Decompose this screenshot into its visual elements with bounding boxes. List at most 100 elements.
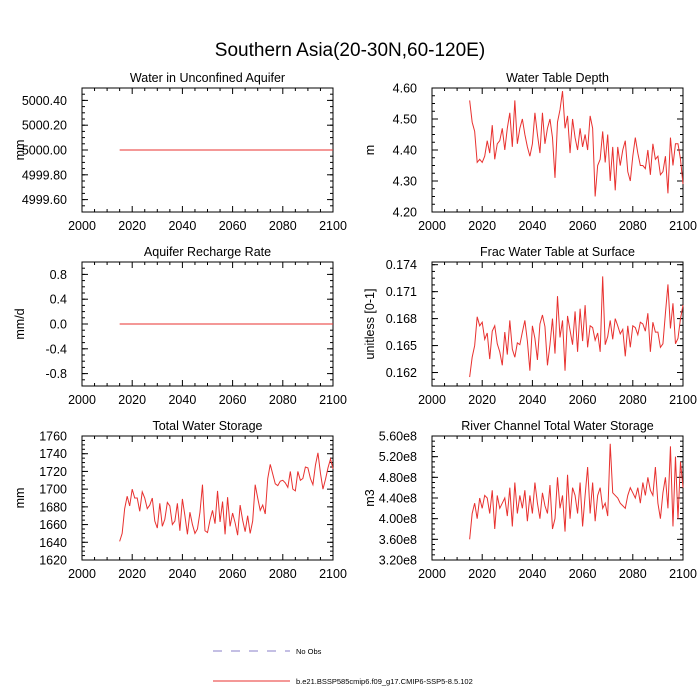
y-axis-label: mm/d xyxy=(13,308,27,339)
y-tick-label: 4999.60 xyxy=(22,193,67,207)
x-tick-label: 2080 xyxy=(619,219,647,233)
panel-title: Water Table Depth xyxy=(506,71,609,85)
x-tick-label: 2060 xyxy=(219,219,247,233)
y-tick-label: 3.20e8 xyxy=(379,554,417,568)
panel-5: Total Water Storage mm 2000 2020 2040 2060 208… xyxy=(13,419,347,581)
panel-title: River Channel Total Water Storage xyxy=(461,419,654,433)
panel-1: Water in Unconfined Aquifer mm 2000 2020 204… xyxy=(13,71,347,233)
y-tick-label: 0.0 xyxy=(50,318,67,332)
legend-series-label: b.e21.BSSP585cmip6.f09_g17.CMIP6-SSP5-8.… xyxy=(296,677,473,686)
x-tick-label: 2080 xyxy=(269,393,297,407)
panel-title: Water in Unconfined Aquifer xyxy=(130,71,285,85)
y-tick-label: 4.30 xyxy=(393,175,417,189)
y-tick-label: 5.60e8 xyxy=(379,430,417,444)
x-tick-label: 2020 xyxy=(468,567,496,581)
y-tick-label: 4.60 xyxy=(393,82,417,96)
x-tick-label: 2100 xyxy=(319,567,347,581)
x-tick-label: 2060 xyxy=(569,393,597,407)
x-tick-label: 2080 xyxy=(269,219,297,233)
panel-title: Frac Water Table at Surface xyxy=(480,245,635,259)
x-tick-label: 2100 xyxy=(669,393,697,407)
y-tick-label: 4.20 xyxy=(393,206,417,220)
y-tick-label: 0.171 xyxy=(386,285,417,299)
figure-title: Southern Asia(20-30N,60-120E) xyxy=(215,40,485,61)
plot-frame xyxy=(431,435,684,561)
x-tick-label: 2040 xyxy=(168,393,196,407)
legend: No Obs b.e21.BSSP585cmip6.f09_g17.CMIP6-… xyxy=(213,647,473,686)
x-tick-label: 2020 xyxy=(468,219,496,233)
y-axis-label: unitless [0-1] xyxy=(363,289,377,360)
y-axis-label: m3 xyxy=(363,489,377,506)
panel-2: Water Table Depth m 2000 2020 2040 2060 2080 21… xyxy=(363,71,697,233)
plot-frame xyxy=(431,261,684,387)
y-tick-label: 0.174 xyxy=(386,258,417,272)
panel-3: Aquifer Recharge Rate mm/d 2000 2020 2040 206… xyxy=(13,245,347,407)
y-tick-label: 0.168 xyxy=(386,312,417,326)
y-axis-label: m xyxy=(363,145,377,155)
legend-no-obs-label: No Obs xyxy=(296,647,322,656)
x-tick-label: 2060 xyxy=(569,219,597,233)
x-tick-label: 2080 xyxy=(619,567,647,581)
y-tick-label: -0.8 xyxy=(45,367,67,381)
y-tick-label: 5000.20 xyxy=(22,119,67,133)
x-tick-label: 2080 xyxy=(619,393,647,407)
x-tick-label: 2000 xyxy=(68,393,96,407)
y-tick-label: 0.8 xyxy=(50,268,67,282)
y-tick-label: 1680 xyxy=(39,500,67,514)
x-tick-label: 2000 xyxy=(418,219,446,233)
x-tick-label: 2000 xyxy=(68,219,96,233)
y-tick-label: 0.162 xyxy=(386,366,417,380)
panels-container: Water in Unconfined Aquifer mm 2000 2020 204… xyxy=(13,71,697,581)
x-tick-label: 2100 xyxy=(669,567,697,581)
y-axis-label: mm xyxy=(13,488,27,509)
y-tick-label: 4.50 xyxy=(393,113,417,127)
panel-title: Total Water Storage xyxy=(152,419,262,433)
x-tick-label: 2000 xyxy=(68,567,96,581)
series-line xyxy=(469,276,684,378)
panel-4: Frac Water Table at Surface unitless [0-1… xyxy=(363,245,697,407)
x-tick-label: 2060 xyxy=(569,567,597,581)
y-tick-label: 1620 xyxy=(39,554,67,568)
y-tick-label: 4.40e8 xyxy=(379,492,417,506)
x-tick-label: 2100 xyxy=(319,219,347,233)
y-tick-label: 5000.40 xyxy=(22,94,67,108)
panel-title: Aquifer Recharge Rate xyxy=(144,245,271,259)
x-tick-label: 2060 xyxy=(219,393,247,407)
x-tick-label: 2040 xyxy=(168,219,196,233)
y-tick-label: 1740 xyxy=(39,447,67,461)
y-tick-label: 5.20e8 xyxy=(379,450,417,464)
x-tick-label: 2100 xyxy=(319,393,347,407)
plot-frame xyxy=(431,87,684,213)
x-tick-label: 2040 xyxy=(518,567,546,581)
x-tick-label: 2040 xyxy=(518,393,546,407)
y-tick-label: 1760 xyxy=(39,430,67,444)
y-axis-label: mm xyxy=(13,140,27,161)
y-tick-label: 1660 xyxy=(39,518,67,532)
y-tick-label: 1720 xyxy=(39,465,67,479)
series-line xyxy=(469,91,684,197)
x-tick-label: 2100 xyxy=(669,219,697,233)
y-tick-label: 4.00e8 xyxy=(379,512,417,526)
x-tick-label: 2060 xyxy=(219,567,247,581)
y-tick-label: 4.80e8 xyxy=(379,471,417,485)
x-tick-label: 2020 xyxy=(468,393,496,407)
x-tick-label: 2000 xyxy=(418,567,446,581)
y-tick-label: 5000.00 xyxy=(22,144,67,158)
y-tick-label: 1700 xyxy=(39,483,67,497)
panel-6: River Channel Total Water Storage m3 2000 2… xyxy=(363,419,697,581)
x-tick-label: 2000 xyxy=(418,393,446,407)
x-tick-label: 2040 xyxy=(518,219,546,233)
y-tick-label: 1640 xyxy=(39,536,67,550)
y-tick-label: 0.4 xyxy=(50,293,67,307)
y-tick-label: 0.165 xyxy=(386,339,417,353)
x-tick-label: 2080 xyxy=(269,567,297,581)
y-tick-label: 3.60e8 xyxy=(379,533,417,547)
y-tick-label: 4.40 xyxy=(393,144,417,158)
y-tick-label: 4999.80 xyxy=(22,168,67,182)
series-line xyxy=(469,443,684,540)
x-tick-label: 2040 xyxy=(168,567,196,581)
x-tick-label: 2020 xyxy=(118,219,146,233)
x-tick-label: 2020 xyxy=(118,567,146,581)
series-line xyxy=(119,452,334,542)
